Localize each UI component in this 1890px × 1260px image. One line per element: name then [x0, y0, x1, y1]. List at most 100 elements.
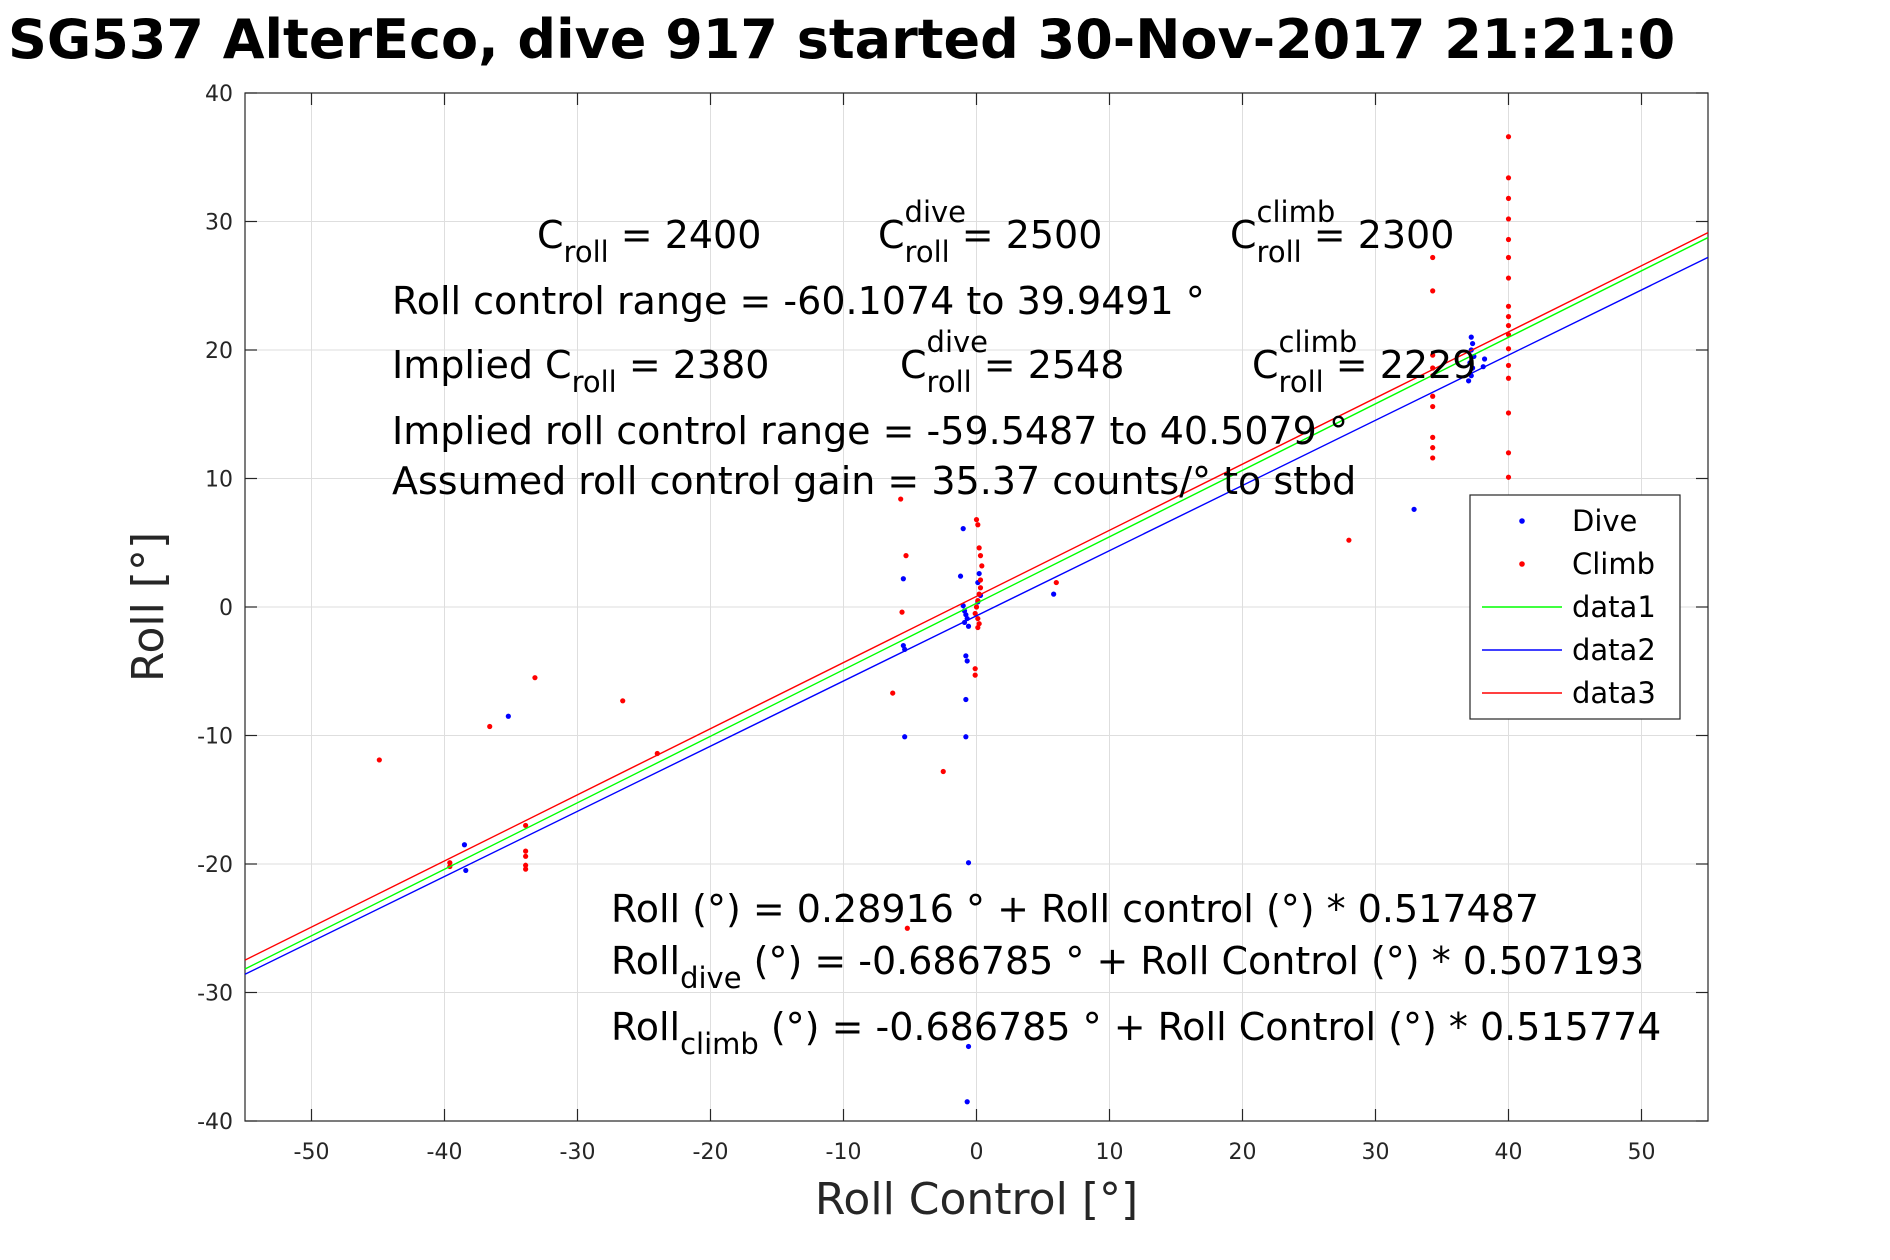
data-point-climb — [899, 609, 905, 615]
x-tick-label: 10 — [1096, 1140, 1124, 1165]
data-point-climb — [1505, 236, 1512, 243]
legend-marker-dive — [1519, 518, 1525, 524]
data-point-climb — [972, 666, 978, 672]
legend: Dive Climb data1 data2 data3 — [1469, 494, 1681, 720]
annotation-c_roll: Croll = 2400 — [537, 213, 761, 269]
data-point-climb — [1346, 537, 1352, 543]
data-point-climb — [1430, 288, 1436, 294]
legend-label-data1: data1 — [1572, 590, 1656, 624]
data-point-dive — [902, 734, 908, 740]
data-point-climb — [975, 624, 981, 631]
data-point-climb — [532, 675, 538, 681]
data-point-climb — [376, 757, 382, 763]
annotation-fit_climb: Rollclimb (°) = -0.686785 ° + Roll Contr… — [611, 1005, 1661, 1061]
data-point-dive — [1467, 360, 1473, 366]
data-point-climb — [898, 496, 904, 502]
x-tick-label: -20 — [693, 1140, 729, 1165]
data-point-climb — [973, 517, 980, 523]
data-point-climb — [979, 563, 985, 569]
data-point-climb — [940, 768, 946, 775]
data-point-climb — [1430, 403, 1436, 410]
data-point-climb — [890, 690, 896, 696]
data-point-climb — [1505, 195, 1512, 201]
y-tick-label: -20 — [197, 853, 233, 878]
data-point-climb — [1505, 254, 1512, 261]
data-point-dive — [1051, 591, 1057, 597]
data-point-climb — [975, 615, 981, 622]
legend-label-data2: data2 — [1572, 633, 1656, 667]
data-point-climb — [1505, 375, 1512, 381]
x-tick-label: 20 — [1229, 1140, 1257, 1165]
y-tick-label: -10 — [197, 725, 233, 750]
x-axis-label: Roll Control [°] — [815, 1174, 1138, 1225]
annotation-implied_c_roll: Implied Croll = 2380 — [392, 343, 769, 399]
data-point-climb — [620, 698, 626, 704]
data-point-climb — [523, 822, 529, 829]
legend-label-dive: Dive — [1572, 504, 1637, 538]
data-point-climb — [1505, 175, 1512, 181]
x-tick-label: -50 — [294, 1140, 330, 1165]
data-point-dive — [1466, 378, 1472, 384]
data-point-climb — [977, 585, 984, 591]
data-point-climb — [975, 522, 981, 528]
data-point-climb — [976, 545, 982, 551]
x-tick-label: 0 — [970, 1140, 984, 1165]
annotation-fit_dive: Rolldive (°) = -0.686785 ° + Roll Contro… — [611, 939, 1644, 995]
data-point-climb — [523, 862, 529, 868]
data-point-dive — [965, 623, 972, 629]
x-tick-label: -40 — [427, 1140, 463, 1165]
data-point-climb — [973, 604, 980, 610]
data-point-climb — [523, 866, 529, 872]
data-point-climb — [487, 723, 493, 730]
data-point-climb — [523, 853, 529, 859]
data-point-dive — [963, 653, 969, 659]
annotation-c_roll_climb: Cclimb roll = 2300 — [1230, 195, 1454, 269]
data-point-climb — [1505, 410, 1512, 416]
data-point-climb — [1505, 474, 1512, 480]
data-point-dive — [965, 1043, 972, 1050]
data-point-dive — [1411, 506, 1417, 512]
data-point-dive — [965, 860, 972, 866]
y-tick-label: 0 — [219, 596, 233, 621]
data-point-climb — [1505, 313, 1512, 320]
data-point-climb — [1505, 362, 1512, 369]
y-tick-label: -40 — [197, 1110, 233, 1135]
data-point-climb — [1430, 434, 1436, 440]
x-tick-label: 50 — [1628, 1140, 1656, 1165]
annotation-range_line: Roll control range = -60.1074 to 39.9491… — [392, 279, 1205, 323]
data-point-climb — [1430, 455, 1436, 461]
y-tick-label: 40 — [205, 82, 233, 107]
data-point-dive — [461, 842, 468, 848]
data-point-climb — [1505, 322, 1512, 329]
data-point-dive — [1469, 365, 1476, 371]
annotation-implied_c_roll_dive: Cdive roll = 2548 — [900, 325, 1124, 399]
data-point-climb — [1430, 393, 1436, 399]
data-point-climb — [972, 610, 978, 617]
x-tick-label: 30 — [1362, 1140, 1390, 1165]
data-point-climb — [1505, 303, 1512, 309]
data-point-dive — [964, 1099, 970, 1105]
data-point-climb — [523, 848, 529, 854]
data-point-dive — [963, 734, 969, 740]
data-point-climb — [1505, 134, 1512, 140]
series-line-data1 — [244, 236, 1709, 970]
data-point-dive — [960, 526, 966, 532]
y-tick-label: 20 — [205, 339, 233, 364]
fit-lines — [244, 232, 1709, 975]
data-point-dive — [1468, 334, 1474, 340]
annotation-c_roll_dive: Cdive roll = 2500 — [878, 195, 1102, 269]
data-point-dive — [900, 576, 906, 582]
data-point-dive — [963, 696, 969, 703]
data-point-climb — [1053, 579, 1059, 586]
data-point-dive — [957, 573, 964, 579]
y-tick-label: -30 — [197, 982, 233, 1007]
annotation-fit_roll: Roll (°) = 0.28916 ° + Roll control (°) … — [611, 887, 1539, 931]
series-line-data3 — [244, 232, 1709, 961]
series-line-data2 — [244, 256, 1709, 975]
data-point-climb — [1430, 254, 1436, 261]
data-point-dive — [1469, 340, 1476, 347]
data-point-climb — [904, 925, 910, 931]
data-point-climb — [1505, 346, 1512, 352]
data-point-dive — [463, 867, 469, 874]
